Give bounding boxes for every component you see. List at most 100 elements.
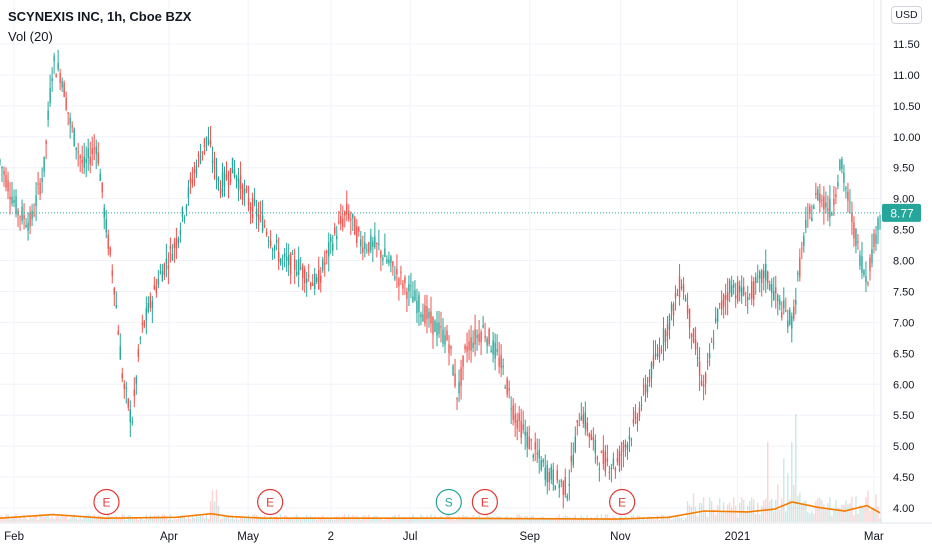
volume-bar: [81, 519, 83, 522]
candle-body: [680, 286, 683, 289]
volume-bar: [320, 517, 322, 522]
volume-bar: [666, 516, 669, 522]
volume-bar: [646, 518, 649, 522]
candle-body: [418, 295, 420, 312]
volume-bar: [500, 516, 502, 522]
volume-bar: [789, 499, 791, 522]
volume-bar: [843, 504, 845, 522]
candle-body: [672, 303, 675, 316]
time-axis[interactable]: Feb Apr May 2 Jul Sep Nov 2021 Mar: [4, 531, 884, 543]
candle-body: [676, 294, 679, 296]
volume-bar: [117, 519, 119, 522]
volume-bar: [416, 517, 418, 522]
candle-body: [578, 424, 581, 426]
candle-body: [614, 468, 617, 472]
candle-body: [279, 258, 282, 264]
volume-bar: [179, 515, 182, 522]
volume-bar: [293, 516, 296, 522]
time-tick-label: Feb: [4, 531, 24, 543]
volume-bar: [109, 516, 111, 522]
volume-bar: [560, 517, 562, 522]
candle-body: [295, 272, 298, 275]
volume-bar: [235, 515, 238, 522]
candle-body: [819, 193, 821, 203]
volume-bar: [111, 517, 113, 522]
candle-body: [821, 199, 823, 201]
candle-body: [552, 469, 554, 485]
candle-body: [330, 236, 332, 243]
volume-bar: [17, 518, 19, 522]
candle-body: [436, 322, 438, 336]
volume-bar: [396, 517, 398, 522]
candle-body: [203, 138, 206, 148]
symbol-title[interactable]: SCYNEXIS INC, 1h, Cboe BZX: [8, 9, 192, 24]
candle-body: [616, 458, 619, 462]
candle-body: [468, 341, 470, 351]
time-tick-label: Sep: [520, 531, 540, 543]
volume-bar: [193, 517, 196, 522]
candle-body: [265, 231, 268, 235]
candle-body: [622, 442, 625, 452]
candle-body: [442, 329, 444, 344]
volume-bar: [273, 516, 276, 522]
candle-body: [558, 484, 560, 488]
split-marker[interactable]: S: [435, 488, 462, 516]
volume-bar: [702, 497, 705, 522]
candle-body: [742, 286, 745, 295]
volume-bar: [79, 515, 81, 522]
candle-body: [610, 468, 613, 470]
volume-bar: [468, 519, 470, 522]
candle-body: [789, 309, 791, 325]
earnings-marker[interactable]: E: [609, 488, 636, 516]
candle-body: [865, 276, 867, 283]
candle-body: [297, 259, 300, 275]
candle-body: [332, 243, 334, 251]
volume-bar: [857, 513, 859, 522]
candle-body: [251, 197, 254, 219]
candle-body: [87, 148, 89, 159]
earnings-marker[interactable]: E: [257, 488, 284, 516]
volume-bar: [338, 516, 340, 522]
candle-body: [837, 182, 839, 187]
currency-button[interactable]: USD: [891, 6, 922, 24]
candle-body: [320, 275, 322, 283]
volume-bar: [811, 511, 813, 522]
volume-bar: [209, 501, 212, 522]
candle-body: [1, 167, 3, 169]
last-price-value: 8.77: [890, 206, 914, 220]
volume-bar: [249, 518, 252, 522]
candle-body: [454, 373, 456, 386]
volume-bar: [35, 515, 37, 522]
candle-body: [638, 407, 641, 418]
candle-body: [536, 452, 538, 455]
price-tick-label: 8.50: [893, 225, 914, 237]
volume-bar: [177, 516, 180, 522]
volume-bar: [149, 515, 152, 522]
candle-body: [532, 455, 534, 458]
volume-bar: [0, 515, 1, 522]
volume-bar: [87, 514, 89, 522]
candle-body: [19, 216, 21, 218]
volume-bar: [406, 517, 408, 522]
volume-bar: [33, 514, 35, 522]
candle-body: [767, 271, 769, 284]
volume-bar: [151, 518, 154, 522]
volume-bar: [528, 517, 530, 522]
volume-bar: [316, 519, 318, 522]
volume-indicator-label[interactable]: Vol (20): [8, 29, 53, 44]
candle-body: [243, 188, 246, 195]
volume-bar: [195, 515, 198, 522]
volume-bar: [634, 518, 637, 522]
volume-bar: [644, 519, 647, 522]
volume-bar: [436, 519, 438, 522]
earnings-marker[interactable]: E: [471, 488, 498, 516]
candle-body: [352, 213, 354, 219]
price-axis[interactable]: 11.50 11.00 10.50 10.00 9.50 9.00 8.50 8.00 7.50…: [893, 39, 921, 515]
candle-body: [833, 199, 835, 206]
earnings-marker[interactable]: E: [93, 488, 120, 516]
volume-bar: [105, 517, 107, 522]
candle-body: [137, 349, 140, 357]
volume-bar: [757, 502, 759, 522]
